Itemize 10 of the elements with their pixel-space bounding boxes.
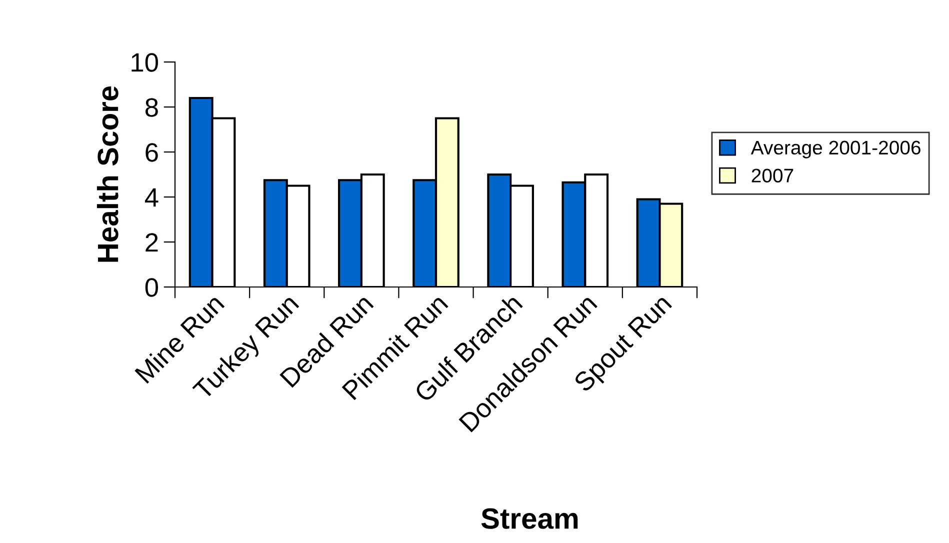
- y-tick-label: 0: [145, 278, 158, 297]
- y-tick-label: 10: [132, 53, 158, 72]
- y-tick-label: 4: [144, 188, 158, 207]
- y-tick-label: 8: [146, 98, 158, 117]
- y-tick-label: 2: [146, 233, 158, 252]
- legend-label: 2007: [752, 168, 794, 182]
- x-axis-title: Stream: [481, 508, 578, 529]
- y-axis-title: Health Score: [96, 86, 118, 262]
- legend-label: Average 2001-2006: [750, 140, 920, 158]
- y-tick-label: 6: [146, 143, 158, 162]
